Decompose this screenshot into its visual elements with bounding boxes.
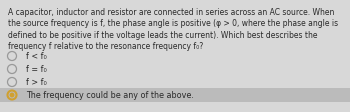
Circle shape	[7, 52, 16, 61]
Text: defined to be positive if the voltage leads the current). Which best describes t: defined to be positive if the voltage le…	[8, 31, 317, 40]
Circle shape	[9, 93, 14, 98]
Text: frequency f relative to the resonance frequency f₀?: frequency f relative to the resonance fr…	[8, 42, 203, 51]
FancyBboxPatch shape	[0, 88, 350, 102]
Text: The frequency could be any of the above.: The frequency could be any of the above.	[26, 91, 194, 100]
Text: the source frequency is f, the phase angle is positive (φ > 0, where the phase a: the source frequency is f, the phase ang…	[8, 19, 338, 28]
Text: f > f₀: f > f₀	[26, 78, 47, 87]
Circle shape	[7, 65, 16, 74]
Text: f < f₀: f < f₀	[26, 52, 47, 61]
Text: A capacitor, inductor and resistor are connected in series across an AC source. : A capacitor, inductor and resistor are c…	[8, 8, 334, 17]
Text: f = f₀: f = f₀	[26, 65, 47, 74]
Circle shape	[7, 78, 16, 87]
